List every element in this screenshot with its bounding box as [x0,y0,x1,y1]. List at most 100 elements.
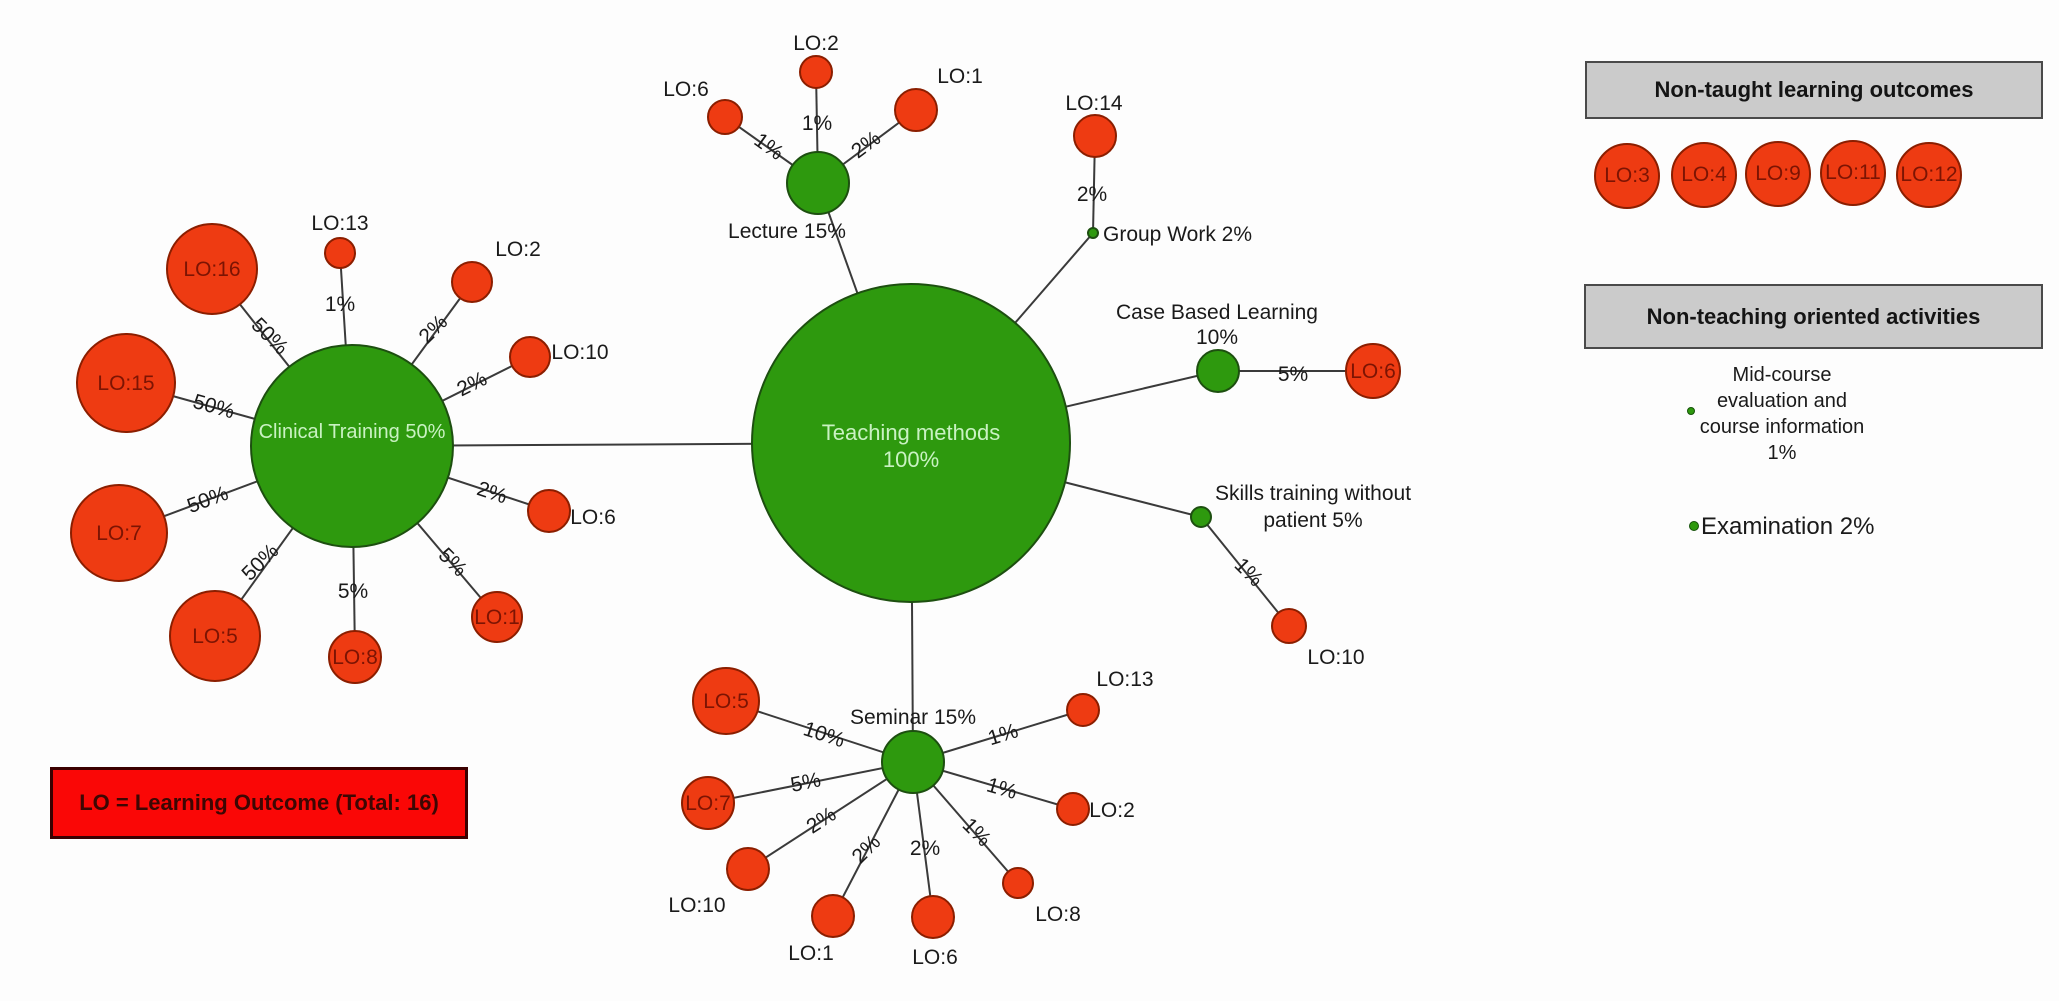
node-cbl-lo6 [1345,343,1401,399]
examination-label: Examination 2% [1701,513,1875,540]
non-taught-outcome-lo11: LO:11 [1820,140,1886,206]
node-label-skills-training: Skills training without patient 5% [1215,482,1411,532]
node-teaching-methods [751,283,1071,603]
node-label-teaching-methods: Teaching methods 100% [822,420,1001,472]
edge-label-clinical-training-ct-lo15: 50% [190,390,237,423]
node-label-lec-lo6: LO:6 [663,78,709,101]
node-label-sem-lo5: LO:5 [703,690,749,713]
mid-course-line: evaluation and [1716,390,1848,412]
node-lecture [786,151,850,215]
legend-text: LO = Learning Outcome (Total: 16) [79,790,439,815]
edge-label-seminar-sem-lo2: 1% [984,773,1020,804]
node-ct-lo7 [70,484,168,582]
edge-label-lecture-lec-lo6: 1% [750,129,788,165]
node-sem-lo13 [1066,693,1100,727]
lo-label: LO:3 [1604,164,1650,187]
edge-seminar-sem-lo10 [747,761,914,870]
node-label-ct-lo2: LO:2 [495,238,541,261]
mid-course-evaluation-dot [1687,407,1695,415]
node-ct-lo2 [451,261,493,303]
mid-course-line: Mid-course [1732,364,1832,386]
node-sem-lo7 [681,776,735,830]
node-ct-lo15 [76,333,176,433]
node-gw-lo14 [1073,114,1117,158]
node-label-sem-lo7: LO:7 [685,792,731,815]
non-taught-outcome-lo4: LO:4 [1671,142,1737,208]
node-label-sem-lo10: LO:10 [668,894,725,917]
node-label-ct-lo8: LO:8 [332,646,378,669]
node-sem-lo1 [811,894,855,938]
node-label-sem-lo6: LO:6 [912,946,958,969]
node-ct-lo16 [166,223,258,315]
node-lec-lo2 [799,55,833,89]
node-lec-lo1 [894,88,938,132]
non-taught-outcome-lo3: LO:3 [1594,143,1660,209]
edge-label-clinical-training-ct-lo6: 2% [474,477,510,508]
edge-label-group-work-gw-lo14: 2% [1077,183,1107,206]
node-case-based-learning [1196,349,1240,393]
node-label-ct-lo13: LO:13 [311,212,368,235]
node-sem-lo8 [1002,867,1034,899]
node-ct-lo10 [509,336,551,378]
non-taught-outcome-lo9: LO:9 [1745,141,1811,207]
edge-label-seminar-sem-lo7: 5% [789,768,823,797]
node-lec-lo6 [707,99,743,135]
node-sem-lo5 [692,667,760,735]
nodes-layer [70,55,1401,939]
node-ct-lo1 [471,591,523,643]
node-seminar [881,730,945,794]
edge-label-clinical-training-ct-lo8: 5% [338,580,368,603]
edge-label-seminar-sem-lo10: 2% [802,803,840,839]
labels-layer: Teaching methods 100% Clinical Training 50… [96,32,1411,969]
edge-label-seminar-sem-lo13: 1% [985,719,1021,750]
node-skills-training [1190,506,1212,528]
node-label-ct-lo7: LO:7 [96,522,142,545]
edge-skills-training-st-lo10 [1200,516,1290,627]
node-label-lecture: Lecture 15% [728,220,846,243]
lo-label: LO:11 [1825,161,1881,184]
edge-seminar-sem-lo7 [707,761,914,804]
node-label-ct-lo16: LO:16 [183,258,240,281]
node-label-ct-lo5: LO:5 [192,625,238,648]
node-sem-lo2 [1056,792,1090,826]
mid-course-evaluation-label: Mid-course evaluation and course informa… [1682,362,1882,466]
node-sem-lo10 [726,847,770,891]
edge-label-seminar-sem-lo1: 2% [848,831,886,869]
node-label-sem-lo8: LO:8 [1035,903,1081,926]
edge-label-clinical-training-ct-lo10: 2% [453,367,490,401]
node-label-sem-lo13: LO:13 [1096,668,1153,691]
node-label-gw-lo14: LO:14 [1065,92,1123,115]
node-ct-lo8 [328,630,382,684]
edge-label-clinical-training-ct-lo5: 50% [237,539,283,585]
edge-label-clinical-training-ct-lo13: 1% [325,293,355,316]
non-taught-outcome-lo12: LO:12 [1896,142,1962,208]
node-st-lo10 [1271,608,1307,644]
non-teaching-activities-title: Non-teaching oriented activities [1646,303,1981,329]
node-label-case-based-learning: Case Based Learning 10% [1116,301,1318,349]
non-taught-outcomes-header: Non-taught learning outcomes [1585,61,2043,119]
node-label-ct-lo15: LO:15 [97,372,154,395]
mid-course-line: course information [1699,416,1865,438]
node-ct-lo5 [169,590,261,682]
node-label-ct-lo6: LO:6 [570,506,616,529]
node-clinical-training [250,344,454,548]
examination-dot [1689,521,1699,531]
edge-label-lecture-lec-lo2: 1% [802,112,832,135]
edge-label-clinical-training-ct-lo7: 50% [184,482,231,518]
mid-course-line: 1% [1767,442,1797,464]
non-taught-outcomes-title: Non-taught learning outcomes [1654,77,1974,102]
edge-label-case-based-learning-cbl-lo6: 5% [1278,363,1308,386]
edge-label-seminar-sem-lo6: 2% [910,837,940,860]
lo-label: LO:4 [1681,163,1727,186]
edge-label-seminar-sem-lo5: 10% [800,717,847,752]
node-label-cbl-lo6: LO:6 [1350,360,1396,383]
node-label-group-work: Group Work 2% [1103,223,1252,246]
node-label-seminar: Seminar 15% [850,706,976,729]
legend-box: LO = Learning Outcome (Total: 16) [50,767,468,839]
node-label-st-lo10: LO:10 [1307,646,1364,669]
node-label-ct-lo1: LO:1 [474,606,520,629]
lo-label: LO:9 [1755,162,1801,185]
node-sem-lo6 [911,895,955,939]
lo-label: LO:12 [1900,163,1958,186]
